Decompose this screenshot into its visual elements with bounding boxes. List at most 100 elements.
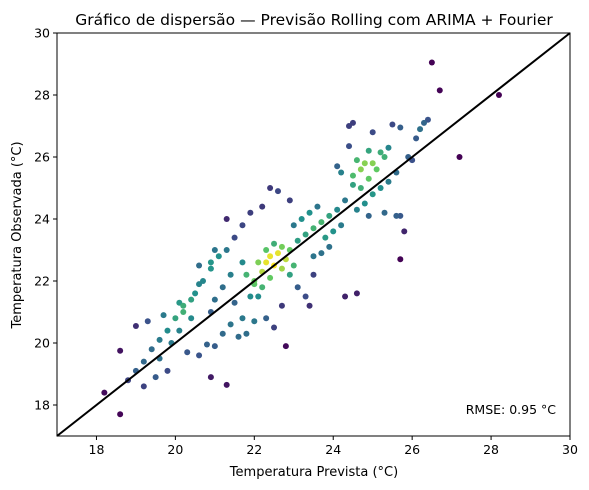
data-point: [385, 144, 392, 151]
data-point: [306, 302, 313, 309]
data-point: [207, 259, 214, 266]
data-point: [255, 293, 262, 300]
data-point: [417, 126, 424, 133]
data-point: [164, 327, 171, 334]
x-axis-label: Temperatura Prevista (°C): [229, 465, 398, 480]
data-point: [377, 149, 384, 156]
data-point: [235, 333, 242, 340]
data-point: [290, 262, 297, 269]
data-point: [259, 203, 266, 210]
data-point: [353, 157, 360, 164]
data-point: [239, 222, 246, 229]
data-point: [357, 166, 364, 173]
data-point: [271, 324, 278, 331]
data-point: [231, 299, 238, 306]
data-point: [211, 296, 218, 303]
data-point: [318, 250, 325, 257]
data-point: [140, 358, 147, 365]
data-point: [334, 206, 341, 213]
data-point: [342, 197, 349, 204]
data-point: [267, 253, 274, 260]
data-point: [196, 262, 203, 269]
data-point: [381, 209, 388, 216]
x-tick-label: 22: [246, 442, 262, 457]
y-tick-label: 24: [34, 212, 50, 227]
data-point: [211, 247, 218, 253]
data-point: [207, 265, 214, 272]
data-point: [282, 343, 289, 350]
data-point: [342, 293, 349, 300]
data-point: [156, 336, 163, 343]
data-point: [310, 225, 317, 232]
data-point: [428, 59, 435, 66]
data-point: [290, 222, 297, 229]
data-point: [160, 312, 167, 319]
data-point: [219, 284, 226, 291]
data-point: [314, 203, 321, 210]
data-point: [267, 274, 274, 281]
data-point: [267, 185, 274, 191]
data-point: [365, 212, 372, 219]
data-point: [338, 169, 345, 176]
data-point: [310, 271, 317, 278]
data-point: [385, 178, 392, 185]
data-point: [369, 129, 376, 136]
data-point: [420, 119, 427, 126]
data-point: [381, 154, 388, 160]
x-tick-label: 28: [483, 442, 499, 457]
data-point: [346, 143, 353, 150]
data-point: [263, 259, 270, 266]
data-point: [302, 231, 309, 238]
data-point: [456, 154, 463, 160]
data-point: [196, 352, 203, 359]
data-point: [200, 278, 207, 284]
y-tick-label: 26: [34, 150, 50, 165]
y-tick-label: 22: [34, 274, 50, 289]
data-point: [349, 172, 356, 179]
x-tick-label: 26: [404, 442, 420, 457]
data-point: [397, 256, 404, 263]
data-point: [247, 209, 254, 216]
data-point: [239, 315, 246, 322]
x-tick-label: 20: [167, 442, 183, 457]
x-axis-ticks: 18 20 22 24 26 28 30: [89, 436, 578, 457]
data-point: [144, 318, 151, 325]
data-point: [117, 411, 124, 418]
data-point: [172, 315, 179, 322]
data-point: [413, 135, 420, 142]
data-point: [152, 374, 159, 381]
data-point: [353, 206, 360, 213]
data-point: [318, 219, 325, 226]
data-point: [251, 318, 258, 325]
scatter-points: [101, 59, 502, 418]
data-point: [369, 191, 376, 198]
data-point: [263, 315, 270, 322]
data-point: [207, 374, 214, 381]
data-point: [346, 123, 353, 129]
data-point: [365, 147, 372, 154]
x-tick-label: 30: [562, 442, 578, 457]
chart-title: Gráfico de dispersão — Previsão Rolling …: [75, 11, 553, 29]
data-point: [278, 265, 285, 272]
y-tick-label: 20: [34, 336, 50, 351]
data-point: [140, 383, 147, 390]
data-point: [436, 87, 443, 94]
data-point: [274, 250, 281, 257]
data-point: [495, 92, 502, 98]
data-point: [294, 237, 301, 244]
data-point: [286, 197, 293, 204]
data-point: [401, 228, 408, 235]
data-point: [322, 234, 329, 241]
data-point: [247, 293, 254, 300]
data-point: [255, 259, 262, 266]
y-tick-label: 30: [34, 26, 50, 41]
data-point: [203, 341, 210, 348]
data-point: [369, 160, 376, 167]
data-point: [227, 271, 234, 278]
data-point: [310, 253, 317, 260]
data-point: [365, 175, 372, 182]
data-point: [330, 228, 337, 235]
data-point: [334, 163, 341, 170]
data-point: [132, 322, 139, 329]
data-point: [188, 296, 195, 303]
